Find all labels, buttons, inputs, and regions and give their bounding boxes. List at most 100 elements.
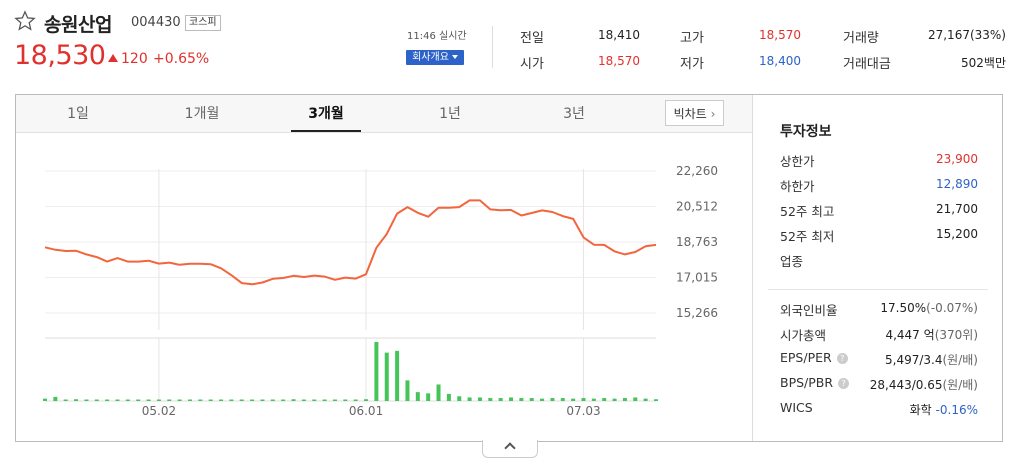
- volume-bar: [177, 399, 182, 401]
- volume-bar: [498, 398, 503, 401]
- volume-bar: [115, 399, 120, 401]
- volume-label: 거래량: [843, 31, 879, 46]
- volume-bar: [136, 399, 141, 401]
- week52-high-label: 52주 최고: [780, 204, 835, 219]
- volume-bar: [291, 399, 296, 401]
- caret-down-icon: [451, 55, 458, 59]
- volume-bar: [467, 397, 472, 401]
- volume-bar: [374, 342, 379, 401]
- y-tick-label: 22,260: [676, 164, 718, 178]
- volume-bar: [633, 397, 638, 401]
- stock-code: 004430: [131, 15, 181, 30]
- high-value: 18,570: [759, 28, 801, 42]
- divider: [492, 26, 493, 68]
- foreign-ratio-value: 17.50%(-0.07%): [880, 301, 978, 315]
- volume-bar: [125, 399, 130, 401]
- info-title: 투자정보: [780, 124, 832, 140]
- y-tick-label: 17,015: [676, 270, 718, 284]
- market-cap-value: 4,447 억(370위): [885, 328, 978, 342]
- current-price: 18,530: [14, 40, 106, 71]
- volume-bar: [426, 393, 431, 401]
- lower-limit-label: 하한가: [780, 179, 815, 194]
- help-icon[interactable]: ?: [838, 378, 850, 389]
- sector-label: 업종: [780, 254, 804, 269]
- divider: [752, 95, 753, 441]
- big-chart-button[interactable]: 빅차트 ›: [665, 100, 724, 126]
- wics-label: WICS: [780, 400, 813, 415]
- collapse-toggle-button[interactable]: [482, 440, 538, 458]
- tab-3month[interactable]: 3개월: [308, 106, 344, 122]
- bps-pbr-label: BPS/PBR?: [780, 375, 850, 390]
- up-triangle-icon: [108, 54, 118, 62]
- volume-bar: [446, 393, 451, 401]
- x-tick-label: 06.01: [349, 404, 383, 418]
- volume-bar: [612, 398, 617, 401]
- volume-bar: [457, 396, 462, 401]
- volume-bar: [219, 399, 224, 401]
- volume-bar: [84, 399, 89, 401]
- wics-value: 화학 -0.16%: [909, 403, 978, 417]
- volume-bar: [591, 398, 596, 401]
- tab-3year[interactable]: 3년: [563, 106, 585, 122]
- volume-bar: [301, 399, 306, 401]
- tab-1day[interactable]: 1일: [67, 106, 89, 122]
- volume-bar: [105, 399, 110, 401]
- prev-close-label: 전일: [520, 31, 544, 46]
- price-line: [44, 199, 657, 286]
- volume-bar: [343, 399, 348, 401]
- help-icon[interactable]: ?: [836, 353, 848, 364]
- volume-bar: [229, 399, 234, 401]
- prev-close-value: 18,410: [598, 28, 640, 42]
- volume-bar: [581, 398, 586, 401]
- price-change-percent: +0.65%: [153, 51, 210, 67]
- low-value: 18,400: [759, 54, 801, 68]
- volume-value: 27,167(33%): [927, 28, 1006, 42]
- volume-bar: [364, 399, 369, 401]
- volume-bar: [63, 399, 68, 401]
- eps-per-value: 5,497/3.4(원/배): [885, 353, 978, 367]
- realtime-timestamp: 11:46 실시간: [407, 31, 467, 42]
- volume-bar: [540, 398, 545, 401]
- bps-pbr-value: 28,443/0.65(원/배): [869, 378, 978, 392]
- volume-bar: [384, 352, 389, 401]
- open-value: 18,570: [598, 54, 640, 68]
- stock-name: 송원산업: [44, 14, 112, 36]
- y-tick-label: 18,763: [676, 235, 718, 249]
- price-chart: 22,260 20,512 18,763 17,015 15,266 05.02 06.01…: [43, 164, 718, 418]
- volume-bar: [281, 399, 286, 401]
- volume-bar: [509, 397, 514, 401]
- volume-bar: [571, 398, 576, 401]
- volume-bar: [622, 398, 627, 401]
- volume-bar: [260, 399, 265, 401]
- market-badge: 코스피: [185, 15, 221, 31]
- volume-bar: [146, 399, 151, 401]
- market-cap-label: 시가총액: [780, 328, 827, 343]
- company-overview-button[interactable]: 회사개요: [406, 50, 464, 65]
- amount-value: 502백만: [961, 56, 1006, 70]
- volume-bar: [94, 399, 99, 401]
- price-change: 120: [108, 51, 148, 67]
- volume-bar: [477, 397, 482, 401]
- volume-bar: [332, 399, 337, 401]
- y-tick-label: 20,512: [676, 199, 718, 213]
- volume-bar: [488, 398, 493, 401]
- volume-bar: [250, 399, 255, 401]
- volume-bar: [415, 392, 420, 401]
- lower-limit-value: 12,890: [936, 177, 978, 191]
- x-tick-label: 07.03: [566, 404, 600, 418]
- tab-1month[interactable]: 1개월: [184, 106, 220, 122]
- open-label: 시가: [520, 57, 544, 72]
- volume-bar: [395, 350, 400, 401]
- volume-bar: [353, 399, 358, 401]
- week52-low-value: 15,200: [936, 227, 978, 241]
- upper-limit-label: 상한가: [780, 154, 815, 169]
- volume-bar: [519, 398, 524, 401]
- volume-bar: [405, 380, 410, 401]
- wics-sector-link[interactable]: 화학: [909, 403, 932, 417]
- tab-1year[interactable]: 1년: [439, 106, 461, 122]
- volume-bar: [156, 399, 161, 401]
- eps-per-label: EPS/PER?: [780, 350, 848, 365]
- volume-bar: [560, 398, 565, 401]
- favorite-star-icon[interactable]: [14, 10, 36, 32]
- volume-bar: [643, 398, 648, 401]
